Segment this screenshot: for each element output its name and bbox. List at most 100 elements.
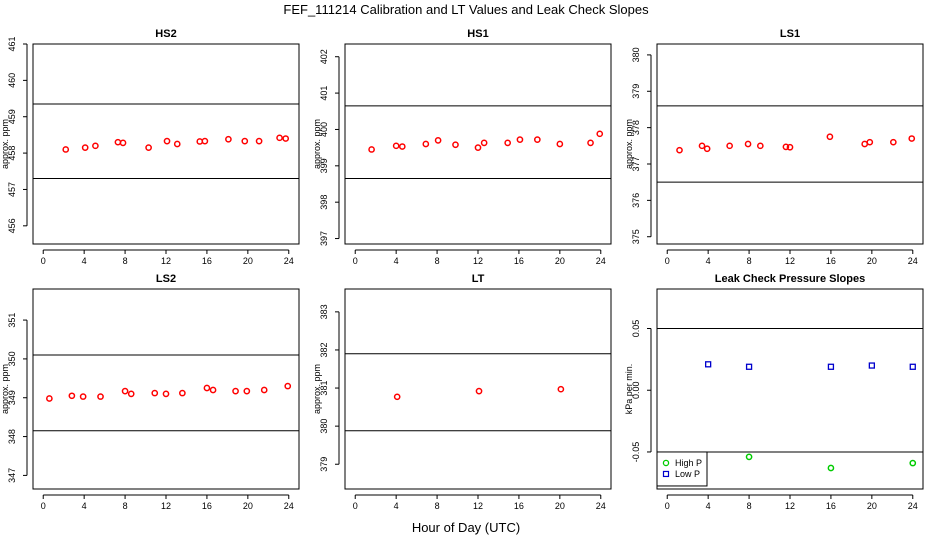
- x-tick-label: 8: [747, 501, 752, 511]
- panel-2: LS1 0 4 8 12 16 20 24 375 376 377 378 379 380 approx. …: [624, 28, 924, 266]
- panel-title: HS1: [467, 28, 488, 40]
- y-tick-label: 381: [319, 381, 329, 396]
- data-point: [698, 142, 706, 150]
- data-point: [868, 362, 875, 369]
- plot-frame: [656, 43, 924, 245]
- x-tick-label: 0: [41, 256, 46, 266]
- panel-0: HS2 0 4 8 12 16 20 24 456 457 458 459 460 461 approx. …: [0, 28, 300, 266]
- data-point: [504, 139, 512, 147]
- data-point: [909, 363, 916, 370]
- data-point: [596, 130, 604, 138]
- x-tick-label: 16: [826, 256, 836, 266]
- data-point: [260, 386, 268, 394]
- data-point: [908, 135, 916, 142]
- data-point: [46, 395, 53, 402]
- x-tick-label: 16: [202, 501, 212, 511]
- y-tick-label: 347: [7, 468, 17, 483]
- x-tick-label: 12: [473, 501, 483, 511]
- legend-marker: [662, 459, 670, 467]
- y-tick-label: -0.05: [631, 442, 641, 463]
- data-point: [232, 387, 239, 395]
- x-tick-label: 12: [161, 256, 171, 266]
- data-point: [97, 393, 104, 400]
- data-point: [243, 387, 251, 395]
- data-point: [703, 145, 711, 153]
- data-point: [282, 135, 290, 142]
- data-point: [121, 387, 129, 395]
- panels: HS2 0 4 8 12 16 20 24 456 457 458 459 460 461 approx. …: [0, 28, 924, 511]
- plot-frame: [344, 43, 612, 245]
- data-point: [241, 137, 249, 145]
- y-axis-label: kPa per min.: [624, 364, 634, 415]
- panel-3: LS2 0 4 8 12 16 20 24 347 348 349 350 351 approx. ppm: [0, 273, 300, 511]
- y-tick-label: 375: [631, 229, 641, 244]
- x-tick-label: 8: [123, 501, 128, 511]
- y-axis-label: approx. ppm: [624, 119, 634, 169]
- x-tick-label: 4: [82, 256, 87, 266]
- data-point: [745, 363, 753, 370]
- y-tick-label: 459: [7, 109, 17, 124]
- data-point: [726, 142, 733, 150]
- data-point: [745, 453, 753, 461]
- x-tick-label: 24: [284, 256, 294, 266]
- y-tick-label: 458: [7, 146, 17, 161]
- x-tick-label: 0: [353, 501, 358, 511]
- x-tick-label: 20: [555, 256, 565, 266]
- data-point: [756, 142, 764, 150]
- legend-label: Low P: [675, 469, 700, 479]
- data-point: [68, 392, 76, 400]
- x-tick-label: 20: [243, 501, 253, 511]
- data-point: [92, 142, 99, 150]
- x-tick-label: 12: [473, 256, 483, 266]
- x-tick-label: 0: [41, 501, 46, 511]
- data-point: [79, 393, 87, 400]
- y-tick-label: 379: [319, 457, 329, 472]
- x-tick-label: 20: [867, 501, 877, 511]
- data-point: [163, 137, 171, 145]
- x-tick-label: 4: [82, 501, 87, 511]
- y-tick-label: 351: [7, 313, 17, 328]
- data-point: [62, 146, 70, 153]
- y-tick-label: 456: [7, 218, 17, 233]
- data-point: [475, 387, 483, 395]
- panel-4: LT 0 4 8 12 16 20 24 379 380 381 382 383 approx. ppm: [312, 273, 612, 511]
- data-point: [786, 143, 794, 151]
- y-tick-label: 401: [319, 86, 329, 101]
- panel-title: Leak Check Pressure Slopes: [715, 273, 865, 285]
- x-tick-label: 8: [747, 256, 752, 266]
- x-tick-label: 0: [353, 256, 358, 266]
- y-tick-label: 382: [319, 342, 329, 357]
- x-tick-label: 24: [908, 501, 918, 511]
- x-tick-label: 8: [123, 256, 128, 266]
- x-tick-label: 8: [435, 501, 440, 511]
- x-tick-label: 16: [826, 501, 836, 511]
- x-tick-label: 12: [161, 501, 171, 511]
- x-tick-label: 0: [665, 501, 670, 511]
- y-tick-label: 379: [631, 84, 641, 99]
- x-tick-label: 0: [665, 256, 670, 266]
- y-tick-label: 402: [319, 49, 329, 64]
- data-point: [452, 141, 459, 149]
- x-tick-label: 4: [394, 501, 399, 511]
- x-tick-label: 4: [394, 256, 399, 266]
- x-tick-label: 12: [785, 501, 795, 511]
- x-axis-label: Hour of Day (UTC): [412, 520, 520, 535]
- data-point: [398, 143, 406, 150]
- data-point: [533, 136, 541, 143]
- x-tick-label: 20: [867, 256, 877, 266]
- data-point: [179, 389, 186, 397]
- data-point: [744, 140, 752, 148]
- data-point: [705, 361, 712, 368]
- panel-5: Leak Check Pressure Slopes 0 4 8 12 16 20 24 -0.…: [624, 273, 924, 511]
- data-point: [393, 393, 401, 401]
- panel-title: LT: [472, 273, 485, 285]
- data-point: [866, 138, 874, 146]
- panel-title: LS2: [156, 273, 176, 285]
- data-point: [81, 144, 89, 151]
- y-tick-label: 350: [7, 351, 17, 366]
- y-axis-label: approx. ppm: [312, 119, 322, 169]
- y-tick-label: 397: [319, 231, 329, 246]
- data-point: [587, 139, 594, 147]
- data-point: [516, 136, 524, 143]
